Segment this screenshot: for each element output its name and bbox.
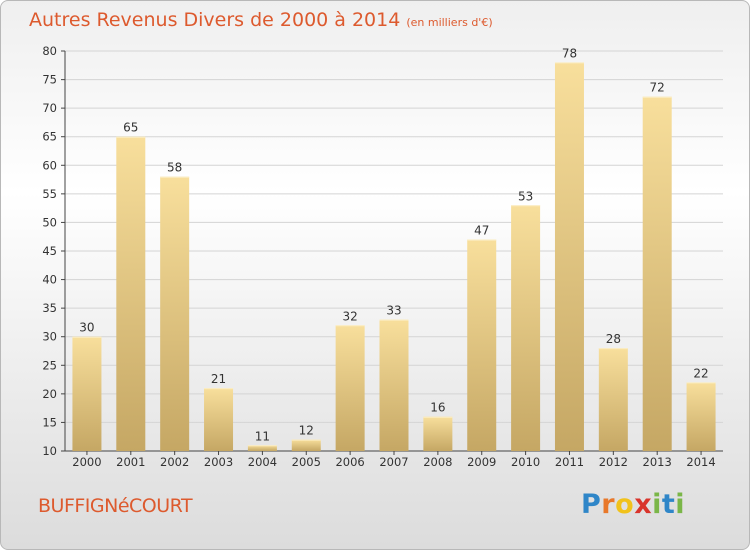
chart-title: Autres Revenus Divers de 2000 à 2014 (en … — [29, 9, 493, 31]
y-tick-label: 50 — [42, 215, 57, 229]
y-tick-label: 45 — [42, 244, 57, 258]
bar-2000 — [72, 336, 102, 451]
x-tick-label: 2014 — [686, 455, 715, 469]
bar-2002 — [160, 176, 190, 451]
x-tick-label: 2004 — [248, 455, 277, 469]
x-tick-label: 2011 — [555, 455, 584, 469]
bar-2010 — [511, 205, 541, 451]
bar-2006 — [335, 325, 365, 451]
y-tick-label: 25 — [42, 358, 57, 372]
value-label: 47 — [474, 224, 489, 238]
logo-letter: x — [634, 489, 653, 520]
logo-letter: o — [615, 489, 635, 520]
y-tick-label: 60 — [42, 158, 57, 172]
y-tick-label: 30 — [42, 330, 57, 344]
x-tick-label: 2012 — [599, 455, 628, 469]
x-tick-label: 2002 — [160, 455, 189, 469]
value-label: 53 — [518, 189, 533, 203]
x-tick-label: 2007 — [379, 455, 408, 469]
bar-2003 — [204, 388, 234, 451]
value-label: 33 — [386, 304, 401, 318]
y-tick-label: 70 — [42, 101, 57, 115]
x-tick-label: 2001 — [116, 455, 145, 469]
logo-letter: i — [652, 489, 662, 520]
chart-subtitle: (en milliers d'€) — [406, 16, 493, 29]
x-tick-label: 2005 — [292, 455, 321, 469]
value-label: 12 — [299, 424, 314, 438]
bar-2008 — [423, 416, 453, 451]
chart-title-text: Autres Revenus Divers de 2000 à 2014 — [29, 9, 401, 31]
logo-letter: P — [581, 489, 602, 520]
x-tick-label: 2009 — [467, 455, 496, 469]
y-tick-label: 40 — [42, 273, 57, 287]
value-label: 32 — [342, 309, 357, 323]
value-label: 65 — [123, 121, 138, 135]
y-tick-label: 75 — [42, 73, 57, 87]
value-label: 21 — [211, 372, 226, 386]
value-label: 11 — [255, 429, 270, 443]
bars — [72, 62, 716, 452]
y-tick-label: 20 — [42, 387, 57, 401]
y-tick-label: 15 — [42, 415, 57, 429]
y-tick-label: 80 — [42, 44, 57, 58]
x-tick-label: 2006 — [335, 455, 364, 469]
logo-letter: r — [601, 489, 616, 520]
bar-2007 — [379, 319, 409, 451]
value-label: 16 — [430, 401, 445, 415]
value-label: 72 — [650, 81, 665, 95]
bar-2013 — [642, 96, 672, 451]
value-labels: 30 65 58 21 11 12 32 33 16 47 53 78 28 72 22 — [79, 46, 708, 443]
logo-letter: t — [661, 489, 676, 520]
value-label: 78 — [562, 46, 577, 60]
x-tick-label: 2008 — [423, 455, 452, 469]
bar-2014 — [686, 382, 716, 451]
x-tick-label: 2003 — [204, 455, 233, 469]
y-tick-label: 10 — [42, 444, 57, 458]
bar-2012 — [598, 348, 628, 451]
value-label: 22 — [693, 366, 708, 380]
x-tick-label: 2013 — [643, 455, 672, 469]
y-tick-label: 55 — [42, 187, 57, 201]
proxiti-logo: Proxiti — [581, 489, 685, 520]
bar-2011 — [554, 62, 584, 452]
bar-2005 — [291, 439, 321, 451]
y-tick-label: 65 — [42, 130, 57, 144]
bar-2001 — [116, 136, 146, 451]
x-tick-label: 2010 — [511, 455, 540, 469]
bar-2004 — [247, 445, 277, 451]
logo-letter: i — [675, 489, 686, 520]
x-tick-label: 2000 — [72, 455, 101, 469]
value-label: 30 — [79, 321, 94, 335]
value-label: 28 — [606, 332, 621, 346]
y-tick-label: 35 — [42, 301, 57, 315]
value-label: 58 — [167, 161, 182, 175]
bar-2009 — [467, 239, 497, 451]
location-name: BUFFIGNéCOURT — [38, 495, 193, 517]
